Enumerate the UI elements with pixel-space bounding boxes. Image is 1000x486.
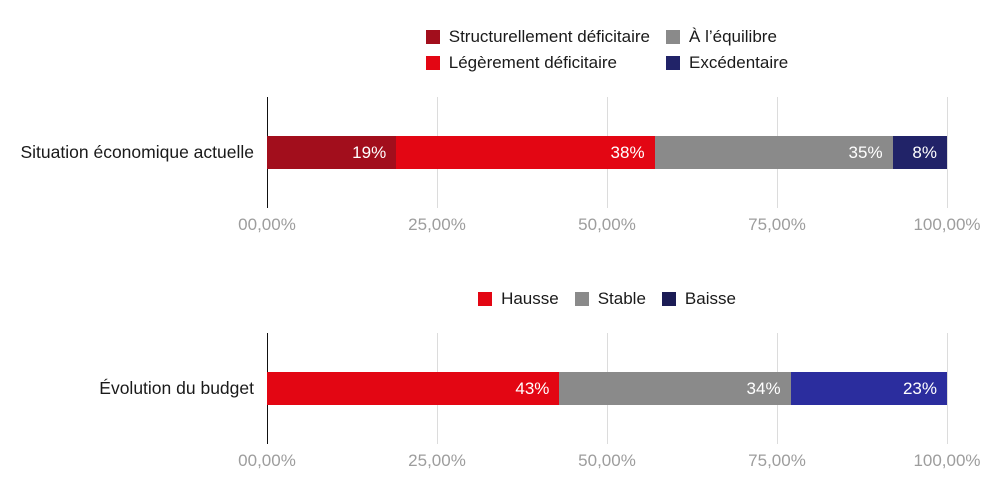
bar-value-label: 8% (912, 142, 937, 162)
tick-label: 100,00% (913, 215, 981, 234)
category-label: Évolution du budget (99, 378, 254, 398)
bar-segment: 34% (559, 372, 791, 405)
tick-label: 50,00% (578, 451, 636, 470)
legend-item: Baisse (661, 289, 736, 309)
plot-area: Situation économique actuelle 19% 38% 35% 8% (21, 97, 948, 208)
legend-label: Baisse (684, 289, 736, 308)
tick-label: 75,00% (748, 215, 806, 234)
legend-item: Stable (574, 289, 646, 309)
legend-swatch (478, 292, 493, 306)
legend-swatch (666, 30, 681, 44)
tick-label: 75,00% (748, 451, 806, 470)
bar-segment: 38% (396, 136, 655, 169)
x-axis-tick-labels: 00,00% 25,00% 50,00% 75,00% 100,00% (238, 208, 980, 243)
bar-segment: 35% (654, 136, 893, 169)
chart-evolution-budget: Hausse Stable Baisse Évolution du budget 43%… (0, 289, 1000, 479)
x-axis-tick-labels: 00,00% 25,00% 50,00% 75,00% 100,00% (238, 444, 980, 479)
tick-label: 100,00% (913, 451, 981, 470)
category-label: Situation économique actuelle (20, 142, 255, 162)
legend-swatch (574, 292, 589, 306)
chart-situation-economique: Structurellement déficitaire Légèrement d… (0, 27, 1000, 243)
tick-label: 00,00% (238, 215, 296, 234)
legend-label: Stable (597, 289, 646, 308)
legend-item: Structurellement déficitaire (425, 27, 651, 47)
legend-label: À l’équilibre (689, 27, 777, 46)
bar-segment: 23% (790, 372, 947, 405)
bar-value-label: 34% (746, 378, 781, 398)
tick-label: 00,00% (238, 451, 296, 470)
legend-item: À l’équilibre (666, 27, 788, 47)
gridline (947, 333, 948, 444)
stacked-bar: 43% 34% 23% (267, 372, 947, 405)
legend: Structurellement déficitaire Légèrement d… (267, 27, 947, 73)
legend-swatch (425, 30, 440, 44)
legend-item: Légèrement déficitaire (425, 53, 650, 73)
legend: Hausse Stable Baisse (267, 289, 947, 309)
legend-swatch (666, 56, 681, 70)
bar-segment: 43% (267, 372, 560, 405)
gridline (947, 97, 948, 208)
legend-swatch (661, 292, 676, 306)
legend-label: Structurellement déficitaire (448, 27, 651, 46)
legend-label: Légèrement déficitaire (448, 53, 617, 72)
bar-value-label: 38% (610, 142, 645, 162)
legend-label: Excédentaire (689, 53, 789, 72)
legend-item: Excédentaire (666, 53, 788, 73)
bar-value-label: 23% (902, 378, 937, 398)
legend-item: Hausse (478, 289, 559, 309)
bar-value-label: 19% (352, 142, 387, 162)
bar-segment: 8% (892, 136, 947, 169)
legend-label: Hausse (501, 289, 559, 308)
tick-label: 25,00% (408, 215, 466, 234)
bar-segment: 19% (267, 136, 397, 169)
legend-swatch (425, 56, 440, 70)
bar-value-label: 35% (848, 142, 883, 162)
stacked-bar: 19% 38% 35% 8% (267, 136, 947, 169)
tick-label: 50,00% (578, 215, 636, 234)
tick-label: 25,00% (408, 451, 466, 470)
bar-value-label: 43% (515, 378, 550, 398)
plot-area: Évolution du budget 43% 34% 23% (99, 333, 948, 444)
